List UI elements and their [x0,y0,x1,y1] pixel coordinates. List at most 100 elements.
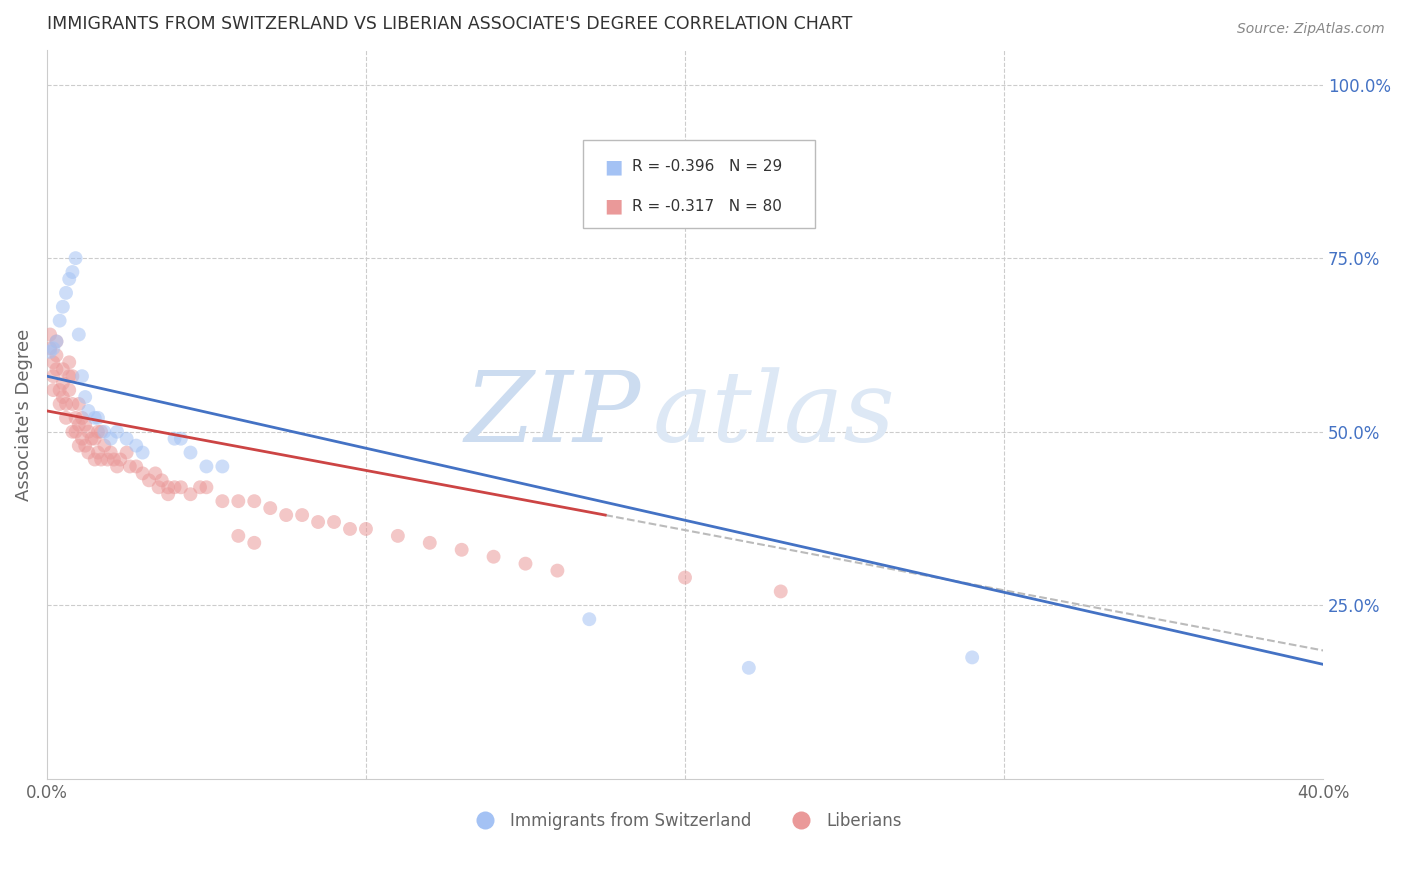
Point [673,570,696,584]
Text: R = -0.317   N = 80: R = -0.317 N = 80 [633,199,782,214]
Point [515,557,537,571]
Point [307,515,329,529]
Point [52,376,75,391]
Point [243,536,266,550]
Point [58,355,80,369]
Point [67,417,90,432]
Point [62,265,84,279]
Point [42,355,65,369]
Point [738,661,761,675]
Point [103,452,125,467]
Y-axis label: Associate's Degree: Associate's Degree [15,328,32,500]
Point [52,300,75,314]
Point [170,480,193,494]
Point [115,432,138,446]
Point [93,425,115,439]
Point [75,439,97,453]
Point [45,334,67,349]
Point [578,612,600,626]
Point [62,369,84,384]
Point [45,362,67,376]
Point [58,272,80,286]
Point [42,383,65,397]
Point [110,452,132,467]
Text: ■: ■ [605,197,623,216]
Point [96,452,118,467]
Point [131,445,153,459]
Point [45,348,67,362]
Point [77,425,100,439]
Point [145,467,167,481]
Point [39,327,62,342]
Point [58,383,80,397]
Point [228,529,250,543]
Point [419,536,441,550]
Point [70,369,93,384]
Point [323,515,346,529]
Point [39,342,62,356]
Point [65,410,87,425]
Point [77,404,100,418]
Point [70,410,93,425]
Point [83,410,105,425]
Point [87,410,110,425]
Point [65,251,87,265]
Legend: Immigrants from Switzerland, Liberians: Immigrants from Switzerland, Liberians [461,805,908,836]
Text: R = -0.396   N = 29: R = -0.396 N = 29 [633,160,782,175]
Point [482,549,505,564]
Point [105,459,128,474]
Point [195,459,218,474]
Point [195,480,218,494]
Point [339,522,361,536]
Text: atlas: atlas [654,367,896,462]
Point [93,439,115,453]
Point [83,432,105,446]
Point [960,650,983,665]
Text: ■: ■ [605,157,623,177]
Point [163,480,186,494]
Point [42,342,65,356]
Point [55,410,77,425]
Point [75,417,97,432]
Point [450,542,472,557]
Point [115,445,138,459]
Point [58,369,80,384]
Point [67,327,90,342]
Text: ZIP: ZIP [464,367,640,462]
Point [125,439,148,453]
Point [105,425,128,439]
Point [211,459,233,474]
Point [546,564,568,578]
Point [90,452,112,467]
Point [157,487,180,501]
Point [42,369,65,384]
Point [67,439,90,453]
Point [90,425,112,439]
Point [87,445,110,459]
Point [170,432,193,446]
Point [87,425,110,439]
Point [387,529,409,543]
Point [179,487,201,501]
Point [55,285,77,300]
Point [291,508,314,522]
Point [39,344,62,359]
Point [354,522,377,536]
Point [45,334,67,349]
Text: IMMIGRANTS FROM SWITZERLAND VS LIBERIAN ASSOCIATE'S DEGREE CORRELATION CHART: IMMIGRANTS FROM SWITZERLAND VS LIBERIAN … [46,15,852,33]
Point [48,313,70,327]
Point [100,445,122,459]
Point [55,397,77,411]
Point [83,452,105,467]
Text: Source: ZipAtlas.com: Source: ZipAtlas.com [1237,22,1385,37]
Point [118,459,141,474]
Point [67,397,90,411]
Point [157,480,180,494]
Point [243,494,266,508]
Point [77,445,100,459]
Point [131,467,153,481]
Point [259,501,281,516]
Point [138,473,160,487]
Point [62,425,84,439]
Point [75,390,97,404]
